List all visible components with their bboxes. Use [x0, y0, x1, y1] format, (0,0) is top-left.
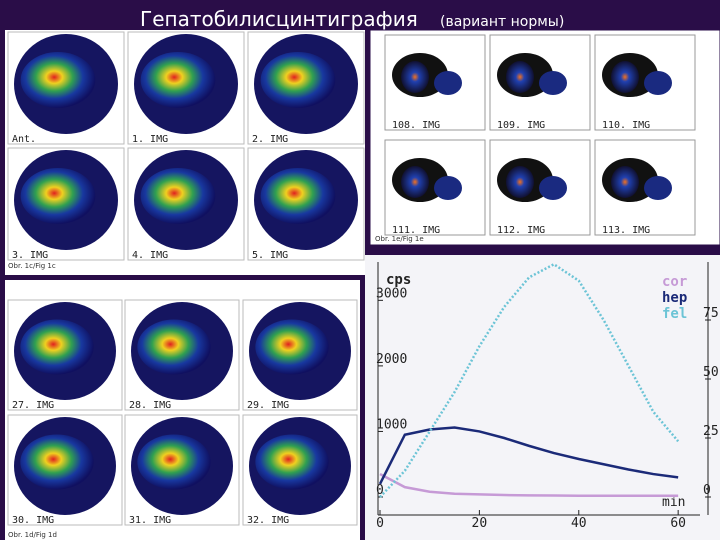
- scan-image: [20, 434, 94, 490]
- scan-image: [611, 61, 639, 93]
- scan-image: [644, 176, 672, 200]
- scan-image: [20, 319, 94, 375]
- scan-image: [506, 166, 534, 198]
- y-tick-label: 2000: [376, 352, 407, 367]
- scan-image: [260, 168, 336, 224]
- y-tick-label: 1000: [376, 417, 407, 432]
- scan-image: [539, 71, 567, 95]
- scan-image: [20, 168, 96, 224]
- image-frame: [124, 414, 240, 526]
- legend-label: cor: [662, 274, 687, 290]
- image-frame: [242, 414, 358, 526]
- image-frame: [247, 147, 365, 261]
- image-frame: [124, 299, 240, 411]
- image-frame: [7, 31, 125, 145]
- image-frame: [127, 31, 245, 145]
- scan-image: [539, 176, 567, 200]
- image-frame: [594, 34, 696, 131]
- image-frame: [489, 34, 591, 131]
- scan-image: [434, 176, 462, 200]
- scan-image: [140, 168, 216, 224]
- image-label: 1. IMG: [132, 134, 168, 145]
- image-label: 109. IMG: [497, 120, 545, 131]
- image-frame: [242, 299, 358, 411]
- x-axis-label: min: [662, 495, 685, 510]
- image-frame: [384, 139, 486, 236]
- image-label: 108. IMG: [392, 120, 440, 131]
- scan-image: [255, 319, 329, 375]
- y2-tick-label: 50: [703, 365, 719, 380]
- image-frame: [594, 139, 696, 236]
- chart-area: [365, 255, 720, 540]
- image-label: 30. IMG: [12, 515, 54, 526]
- scan-image: [255, 434, 329, 490]
- image-frame: [7, 147, 125, 261]
- scan-image: [434, 71, 462, 95]
- scan-image: [401, 61, 429, 93]
- legend-label: fel: [662, 306, 687, 322]
- image-frame: [384, 34, 486, 131]
- y2-tick-label: 75: [703, 306, 719, 321]
- y-tick-label: 0: [376, 483, 384, 498]
- caption: Obr. 1c/Fig 1c: [8, 262, 56, 270]
- x-tick-label: 60: [670, 516, 686, 531]
- scan-image: [611, 166, 639, 198]
- x-tick-label: 0: [376, 516, 384, 531]
- scan-image: [137, 434, 211, 490]
- scan-image: [260, 52, 336, 108]
- scan-image: [137, 319, 211, 375]
- series-line: [379, 472, 679, 497]
- image-frame: [127, 147, 245, 261]
- image-label: 112. IMG: [497, 225, 545, 236]
- image-frame: [7, 414, 123, 526]
- image-label: 28. IMG: [129, 400, 171, 411]
- scan-image: [20, 52, 96, 108]
- image-label: 113. IMG: [602, 225, 650, 236]
- image-label: 5. IMG: [252, 250, 288, 261]
- y2-tick-label: 25: [703, 424, 719, 439]
- image-label: 31. IMG: [129, 515, 171, 526]
- scan-image: [506, 61, 534, 93]
- image-label: 4. IMG: [132, 250, 168, 261]
- image-label: Ant.: [12, 134, 36, 145]
- image-label: 29. IMG: [247, 400, 289, 411]
- image-frame: [7, 299, 123, 411]
- scan-image: [644, 71, 672, 95]
- x-tick-label: 40: [571, 516, 587, 531]
- subtitle: (вариант нормы): [440, 14, 564, 30]
- image-label: 27. IMG: [12, 400, 54, 411]
- title: Гепатобилисцинтиграфия: [140, 7, 418, 31]
- legend-label: hep: [662, 290, 687, 306]
- image-label: 111. IMG: [392, 225, 440, 236]
- x-tick-label: 20: [472, 516, 488, 531]
- scan-image: [401, 166, 429, 198]
- image-frame: [489, 139, 591, 236]
- image-label: 2. IMG: [252, 134, 288, 145]
- image-frame: [247, 31, 365, 145]
- image-label: 32. IMG: [247, 515, 289, 526]
- caption: Obr. 1e/Fig 1e: [375, 235, 424, 243]
- scan-image: [140, 52, 216, 108]
- y-tick-label: 3000: [376, 286, 407, 301]
- image-label: 110. IMG: [602, 120, 650, 131]
- caption: Obr. 1d/Fig 1d: [8, 531, 57, 539]
- image-label: 3. IMG: [12, 250, 48, 261]
- y2-tick-label: 0: [703, 483, 711, 498]
- y-axis-label: cps: [386, 272, 411, 288]
